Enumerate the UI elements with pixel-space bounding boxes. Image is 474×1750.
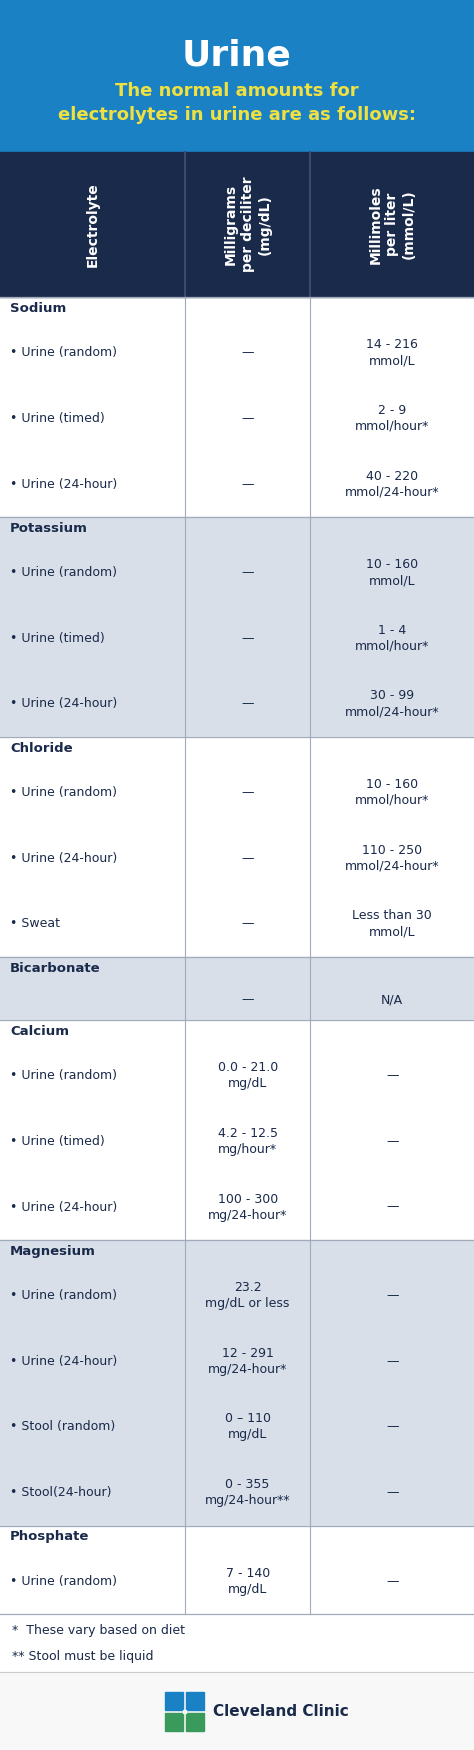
Text: • Urine (timed): • Urine (timed) [10, 1134, 105, 1148]
Text: 0 - 355
mg/24-hour**: 0 - 355 mg/24-hour** [205, 1479, 291, 1507]
Text: —: — [241, 478, 254, 490]
Text: • Urine (24-hour): • Urine (24-hour) [10, 1200, 117, 1213]
Text: —: — [386, 1575, 399, 1587]
Text: 4.2 - 12.5
mg/hour*: 4.2 - 12.5 mg/hour* [218, 1127, 278, 1155]
Text: Urine: Urine [182, 38, 292, 72]
Bar [0, 0, 474, 152]
Text: Cleveland Clinic: Cleveland Clinic [213, 1703, 349, 1718]
Text: Phosphate: Phosphate [10, 1531, 90, 1544]
Text: —: — [386, 1069, 399, 1082]
Text: Calcium: Calcium [10, 1026, 69, 1038]
Bar [0, 1671, 474, 1750]
Text: —: — [386, 1134, 399, 1148]
Bar [165, 1692, 183, 1710]
Text: 100 - 300
mg/24-hour*: 100 - 300 mg/24-hour* [208, 1192, 287, 1221]
Text: • Stool (random): • Stool (random) [10, 1421, 115, 1433]
Text: Potassium: Potassium [10, 522, 88, 536]
Text: 10 - 160
mmol/hour*: 10 - 160 mmol/hour* [355, 779, 429, 807]
Text: 14 - 216
mmol/L: 14 - 216 mmol/L [366, 338, 418, 368]
Text: —: — [386, 1486, 399, 1500]
Bar [0, 152, 474, 298]
Bar [0, 1614, 474, 1671]
Bar [0, 957, 474, 1020]
Text: —: — [386, 1290, 399, 1302]
Bar [0, 737, 474, 957]
Text: 7 - 140
mg/dL: 7 - 140 mg/dL [226, 1566, 270, 1596]
Text: • Urine (timed): • Urine (timed) [10, 411, 105, 425]
Text: • Urine (24-hour): • Urine (24-hour) [10, 478, 117, 490]
Text: —: — [241, 786, 254, 800]
Text: • Urine (random): • Urine (random) [10, 346, 117, 359]
Text: • Urine (24-hour): • Urine (24-hour) [10, 698, 117, 710]
Bar [0, 1241, 474, 1526]
Text: • Urine (random): • Urine (random) [10, 565, 117, 579]
Text: • Urine (random): • Urine (random) [10, 786, 117, 800]
Text: • Urine (random): • Urine (random) [10, 1575, 117, 1587]
Bar [183, 1710, 186, 1713]
Bar [0, 1020, 474, 1241]
Text: 30 - 99
mmol/24-hour*: 30 - 99 mmol/24-hour* [345, 690, 439, 719]
Text: 0.0 - 21.0
mg/dL: 0.0 - 21.0 mg/dL [218, 1060, 278, 1090]
Text: —: — [386, 1354, 399, 1368]
Text: —: — [241, 852, 254, 864]
Text: • Urine (24-hour): • Urine (24-hour) [10, 1354, 117, 1368]
Text: Electrolyte: Electrolyte [85, 182, 100, 266]
Text: Bicarbonate: Bicarbonate [10, 963, 100, 975]
Text: 23.2
mg/dL or less: 23.2 mg/dL or less [205, 1281, 290, 1311]
Text: —: — [386, 1200, 399, 1213]
Text: 2 - 9
mmol/hour*: 2 - 9 mmol/hour* [355, 404, 429, 432]
Text: *  These vary based on diet: * These vary based on diet [12, 1624, 185, 1636]
Text: Chloride: Chloride [10, 742, 73, 754]
Text: —: — [241, 698, 254, 710]
Text: • Sweat: • Sweat [10, 917, 60, 931]
Text: —: — [241, 346, 254, 359]
Text: • Urine (random): • Urine (random) [10, 1069, 117, 1082]
Text: Less than 30
mmol/L: Less than 30 mmol/L [352, 910, 432, 938]
Bar [0, 298, 474, 516]
Text: 10 - 160
mmol/L: 10 - 160 mmol/L [366, 558, 418, 586]
Text: Milligrams
per deciliter
(mg/dL): Milligrams per deciliter (mg/dL) [224, 177, 272, 273]
Text: 0 – 110
mg/dL: 0 – 110 mg/dL [225, 1412, 271, 1442]
Text: Sodium: Sodium [10, 303, 66, 315]
Bar [186, 1692, 204, 1710]
Text: • Urine (24-hour): • Urine (24-hour) [10, 852, 117, 864]
Text: The normal amounts for
electrolytes in urine are as follows:: The normal amounts for electrolytes in u… [58, 82, 416, 124]
Text: 12 - 291
mg/24-hour*: 12 - 291 mg/24-hour* [208, 1348, 287, 1376]
Text: • Urine (random): • Urine (random) [10, 1290, 117, 1302]
Text: —: — [386, 1421, 399, 1433]
Text: Magnesium: Magnesium [10, 1244, 96, 1258]
Text: 110 - 250
mmol/24-hour*: 110 - 250 mmol/24-hour* [345, 844, 439, 873]
Text: —: — [241, 994, 254, 1006]
Text: N/A: N/A [381, 994, 403, 1006]
Text: —: — [241, 411, 254, 425]
Text: ** Stool must be liquid: ** Stool must be liquid [12, 1650, 154, 1662]
Bar [186, 1713, 204, 1731]
Bar [165, 1713, 183, 1731]
Text: —: — [241, 565, 254, 579]
Bar [0, 516, 474, 737]
Text: • Urine (timed): • Urine (timed) [10, 632, 105, 644]
Text: Millimoles
per liter
(mmol/L): Millimoles per liter (mmol/L) [368, 186, 416, 264]
Text: • Stool(24-hour): • Stool(24-hour) [10, 1486, 111, 1500]
Text: —: — [241, 632, 254, 644]
Text: —: — [241, 917, 254, 931]
Text: 40 - 220
mmol/24-hour*: 40 - 220 mmol/24-hour* [345, 469, 439, 499]
Text: 1 - 4
mmol/hour*: 1 - 4 mmol/hour* [355, 623, 429, 653]
Bar [0, 1526, 474, 1614]
